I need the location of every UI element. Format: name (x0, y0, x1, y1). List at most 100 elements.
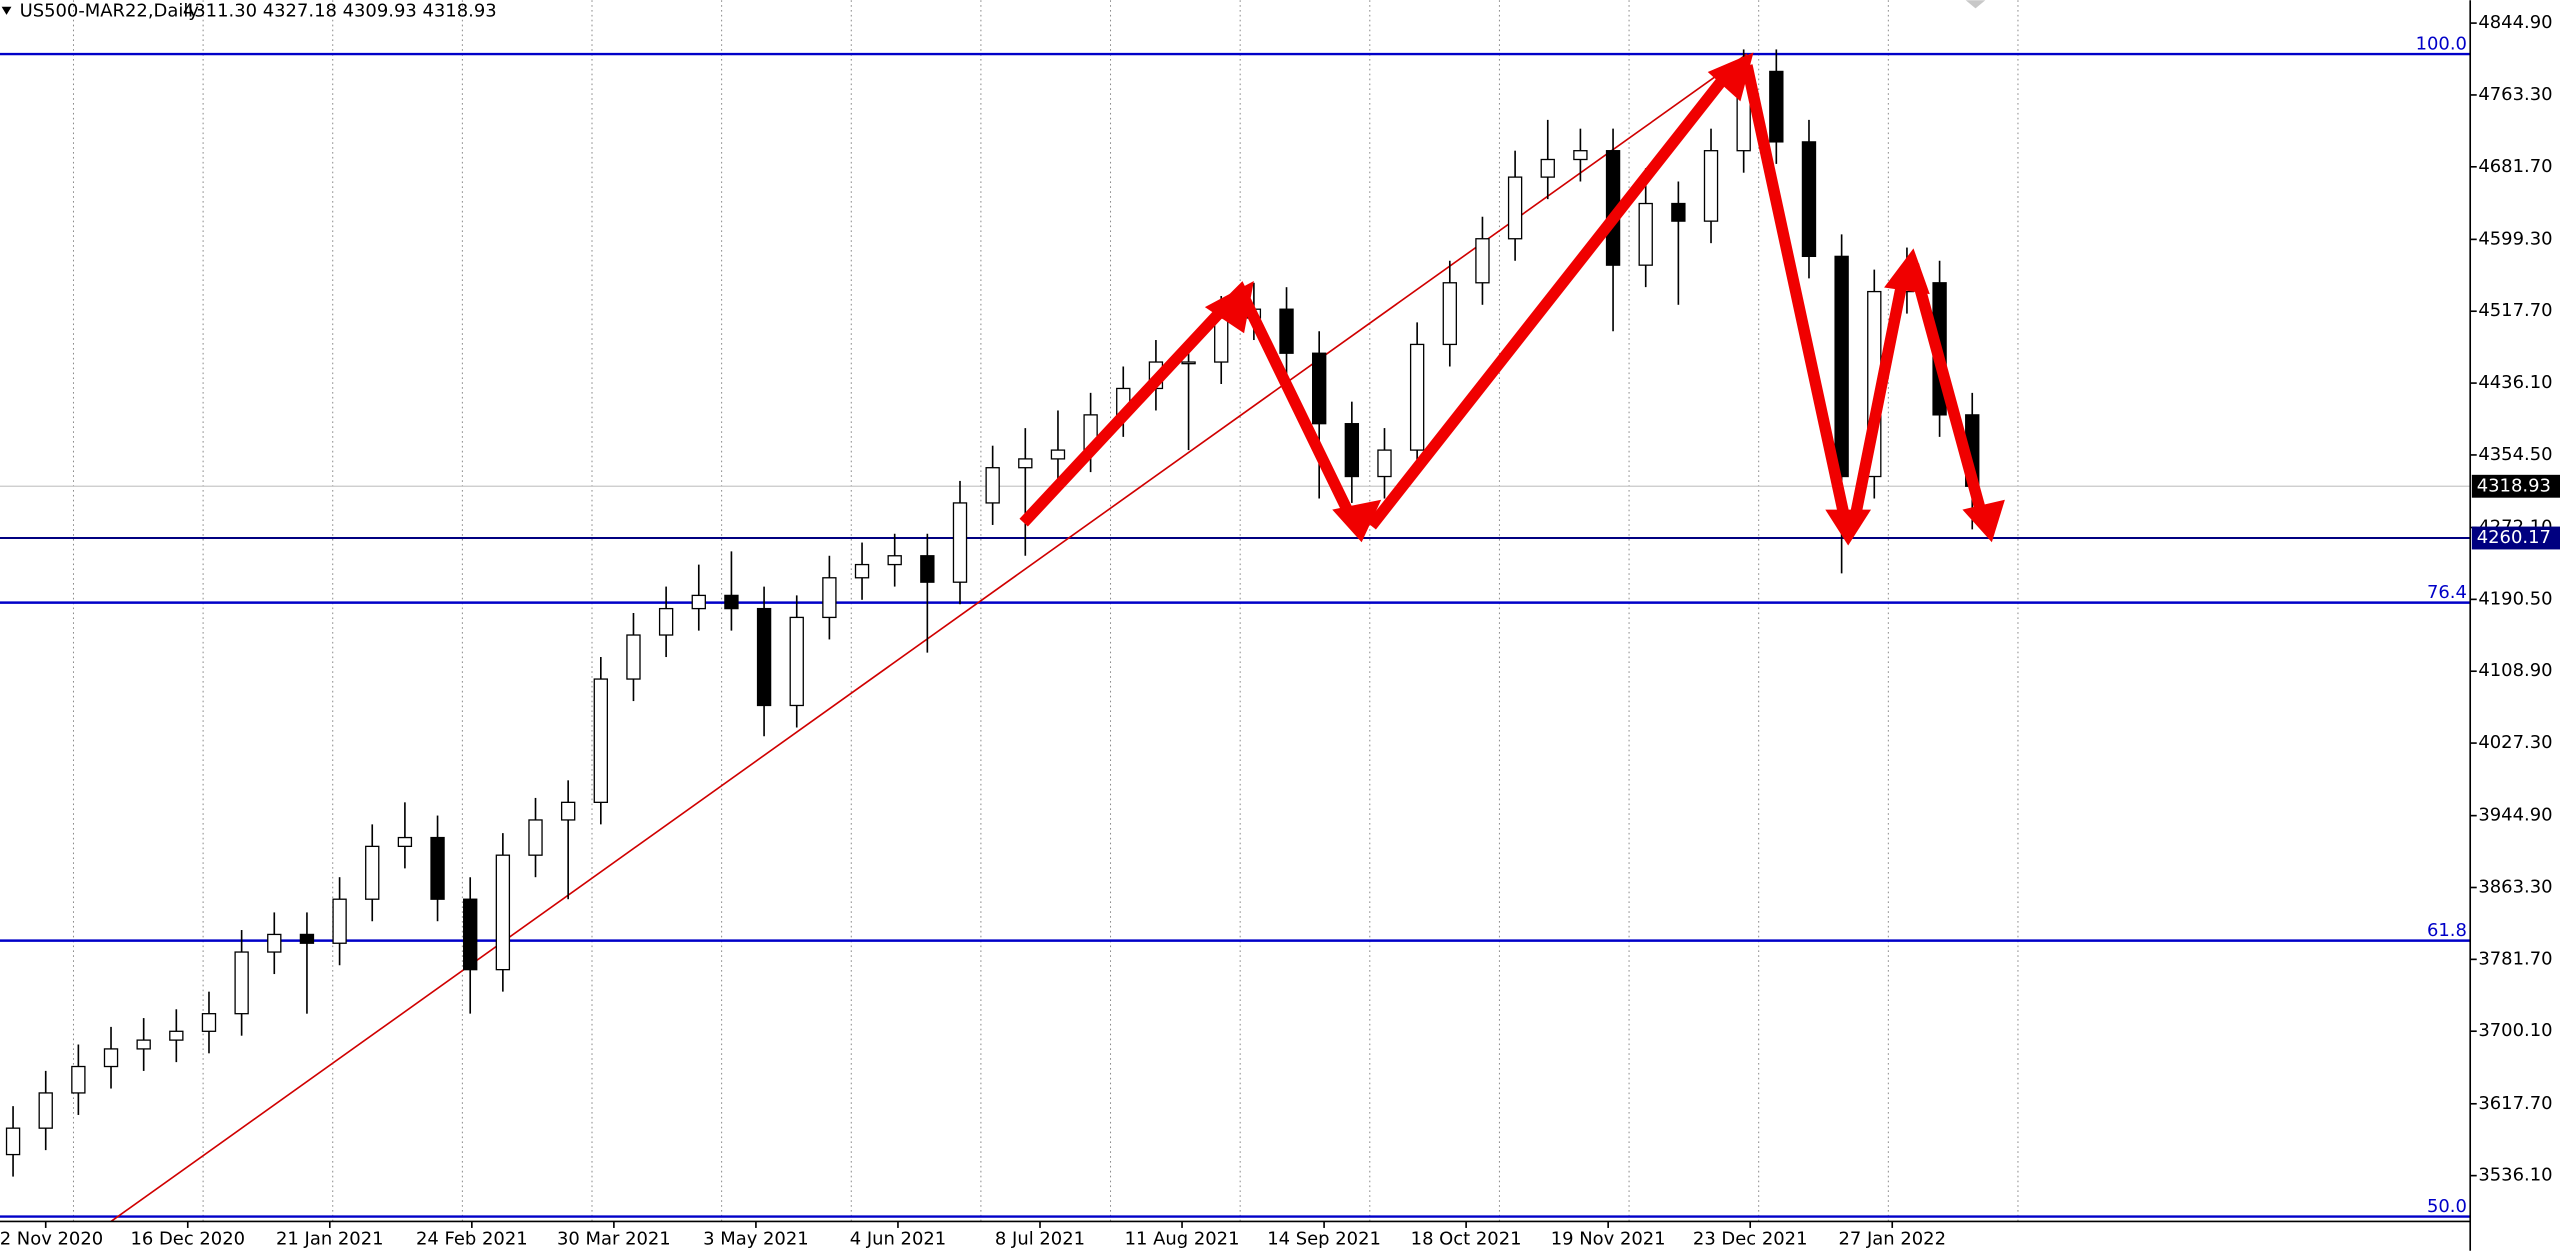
y-tick-label: 3781.70 (2478, 948, 2552, 969)
candle-body (1018, 458, 1033, 469)
x-tick-label: 3 May 2021 (703, 1228, 809, 1249)
x-tick-label: 21 Jan 2021 (276, 1228, 384, 1249)
x-tick-label: 24 Feb 2021 (416, 1228, 528, 1249)
candle-body (1409, 343, 1425, 451)
candle-body (822, 577, 837, 619)
candle-body (169, 1030, 184, 1041)
y-tick-label: 4190.50 (2478, 588, 2552, 609)
arrow-path (1366, 70, 1732, 530)
candle-body (397, 836, 413, 848)
x-tick-label: 8 Jul 2021 (995, 1228, 1085, 1249)
y-tick-label: 4844.90 (2478, 12, 2552, 33)
price-label-box (2471, 526, 2560, 550)
candle-body (365, 845, 380, 900)
candle-body (920, 555, 935, 583)
arrow-head (1707, 52, 1754, 102)
price-label-box (2471, 474, 2560, 498)
x-tick-label: 18 Oct 2021 (1411, 1228, 1522, 1249)
candle-body (724, 594, 739, 610)
candles (5, 49, 1980, 1177)
candle-body (1507, 176, 1523, 240)
candle-body (463, 898, 478, 971)
candle-body (756, 607, 772, 707)
level-label: 61.8 (2427, 920, 2467, 941)
levels: 100.0 76.4 61.8 50.0 (0, 33, 2471, 1218)
candle-body (136, 1039, 151, 1050)
arrow-path (1849, 273, 1910, 521)
candle-body (593, 678, 608, 803)
x-tick-label: 23 Dec 2021 (1693, 1228, 1808, 1249)
x-tick-label: 16 Dec 2020 (130, 1228, 245, 1249)
candle-body (985, 467, 1000, 504)
x-tick-label: 14 Sep 2021 (1267, 1228, 1381, 1249)
level-label: 100.0 (2416, 33, 2467, 54)
candle-body (267, 933, 282, 953)
y-tick-label: 4108.90 (2478, 660, 2552, 681)
candle-body (430, 836, 445, 900)
y-tick-label: 4763.30 (2478, 84, 2552, 105)
candle-body (1344, 423, 1360, 478)
arrow-head (1962, 499, 2005, 543)
candle-body (1573, 150, 1588, 161)
candle-body (626, 634, 641, 680)
candle-body (952, 502, 968, 583)
candle-body (1442, 282, 1457, 346)
candle-body (495, 854, 511, 971)
candle-body (5, 1127, 21, 1156)
candle-body (1050, 449, 1066, 460)
y-tick-label: 3536.10 (2478, 1165, 2552, 1186)
y-tick-label: 4517.70 (2478, 300, 2552, 321)
scroll-marker (1965, 0, 1986, 9)
arrow-path (1741, 64, 1851, 521)
trend-line (110, 53, 1748, 1223)
candle-body (691, 594, 706, 610)
candle-body (1769, 70, 1784, 143)
candle-body (332, 898, 347, 944)
candle-body (1638, 202, 1653, 266)
candle-body (1377, 449, 1392, 478)
y-tick-label: 3863.30 (2478, 876, 2552, 897)
candle-body (1834, 255, 1849, 478)
y-tick-label: 4599.30 (2478, 228, 2552, 249)
y-tick-label: 3700.10 (2478, 1020, 2552, 1041)
candle-body (1214, 317, 1229, 363)
arrow-head (1332, 499, 1382, 543)
candle-body (1801, 141, 1817, 258)
candle-body (1279, 308, 1294, 354)
level-label: 76.4 (2427, 582, 2467, 603)
candle-body (887, 555, 902, 566)
y-tick-label: 4436.10 (2478, 372, 2552, 393)
arrow-head (1825, 509, 1872, 546)
ohlc-subtitle: 4311.30 4327.18 4309.93 4318.93 (183, 1, 497, 22)
x-axis-labels: 12 Nov 2020 16 Dec 2020 21 Jan 2021 24 Feb … (0, 1221, 1946, 1249)
arrow-head (1204, 281, 1254, 334)
arrow-path (1907, 263, 1988, 518)
y-tick-label: 4681.70 (2478, 156, 2552, 177)
level-label: 50.0 (2427, 1196, 2467, 1217)
candle-body (1671, 202, 1686, 222)
candle-body (789, 616, 804, 707)
candle-body (299, 933, 315, 944)
arrow-head (1884, 248, 1930, 295)
y-tick-label: 3617.70 (2478, 1093, 2552, 1114)
arrow-heads (1204, 52, 2005, 546)
y-tick-label: 4027.30 (2478, 732, 2552, 753)
candle-body (1312, 352, 1327, 425)
x-tick-label: 27 Jan 2022 (1838, 1228, 1946, 1249)
y-axis-labels: 4844.90 4763.30 4681.70 4599.30 4517.70 4436.… (2470, 12, 2560, 1186)
candle-body (560, 801, 576, 821)
x-tick-label: 4 Jun 2021 (850, 1228, 947, 1249)
candle-body (201, 1013, 217, 1032)
x-tick-label: 19 Nov 2021 (1551, 1228, 1666, 1249)
candle-body (1181, 361, 1196, 365)
y-tick-label: 4354.50 (2478, 444, 2552, 465)
price-label: 4318.93 (2477, 475, 2551, 496)
candle-body (71, 1065, 86, 1094)
x-tick-label: 12 Nov 2020 (0, 1228, 103, 1249)
candle-body (38, 1092, 53, 1129)
candle-body (658, 607, 674, 636)
y-tick-label: 3944.90 (2478, 805, 2552, 826)
candle-body (528, 819, 543, 856)
